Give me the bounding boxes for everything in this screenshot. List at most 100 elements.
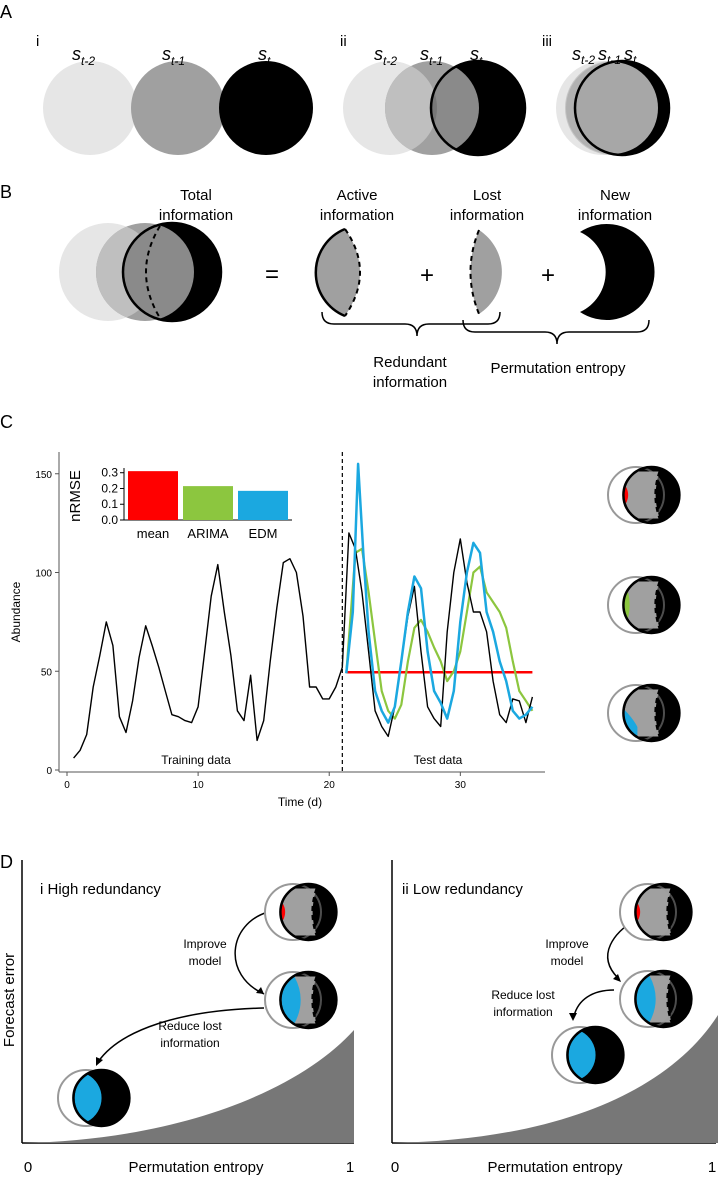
new-information-shape xyxy=(580,224,655,320)
svg-text:st: st xyxy=(624,44,637,67)
nrmse-inset-chart: 0.0 0.1 0.20.3 mean ARIMA EDM nRMSE xyxy=(67,466,292,541)
inset-y-tick-label-0.2: 0.2 xyxy=(101,481,118,495)
d-left-improve-1: Improve xyxy=(183,937,227,951)
d-left-error-area xyxy=(22,1030,354,1143)
d-right-reduce-1: Reduce lost xyxy=(491,988,555,1002)
active-info-line2: information xyxy=(320,207,394,224)
d-left-reduced-diagram xyxy=(57,1068,131,1128)
venn-ii xyxy=(343,59,527,157)
edm-model-diagram xyxy=(607,683,681,743)
y-tick-label-150: 150 xyxy=(35,470,52,481)
x-axis-title: Time (d) xyxy=(278,795,322,809)
d-right-x-title: Permutation entropy xyxy=(487,1159,623,1176)
nrmse-bar-arima xyxy=(183,486,233,520)
active-info-line1: Active xyxy=(337,187,378,204)
training-data-label: Training data xyxy=(161,753,231,767)
d-left-reduce-arrowhead xyxy=(96,1057,103,1066)
svg-text:st: st xyxy=(258,44,271,68)
redundant-line2: information xyxy=(373,374,447,391)
nrmse-bar-label-mean: mean xyxy=(137,526,170,541)
permutation-entropy-label: Permutation entropy xyxy=(490,360,626,377)
d-left-x-min: 0 xyxy=(24,1159,32,1176)
d-left-improved-diagram xyxy=(264,970,338,1030)
d-right-improve-1: Improve xyxy=(545,937,589,951)
test-data-label: Test data xyxy=(414,753,463,767)
total-info-line2: information xyxy=(159,207,233,224)
panel-a-label: A xyxy=(0,2,12,22)
svg-text:st: st xyxy=(470,44,483,68)
inset-y-tick-label-0.0: 0.0 xyxy=(101,513,118,527)
d-left-x-max: 1 xyxy=(346,1159,354,1176)
state-circle-t-minus-2 xyxy=(43,61,137,155)
panel-c-label: C xyxy=(0,412,13,432)
d-left-improve-arrowhead xyxy=(256,987,264,994)
panel-a-sub-i: i xyxy=(36,33,39,50)
venn-iii xyxy=(556,59,671,157)
new-info-line2: information xyxy=(578,207,652,224)
panel-a-sub-iii: iii xyxy=(542,33,552,50)
svg-text:st-1: st-1 xyxy=(598,44,621,67)
abundance-chart: 0 10 20 30 0 50 100 150 Training data Test data… xyxy=(9,452,545,809)
d-right-x-min: 0 xyxy=(391,1159,399,1176)
lost-information-shape xyxy=(469,229,502,315)
nrmse-bar-edm xyxy=(238,490,288,520)
d-right-title: ii Low redundancy xyxy=(402,881,523,898)
total-info-line1: Total xyxy=(180,187,212,204)
y-tick-label-50: 50 xyxy=(41,667,53,678)
d-right-error-area xyxy=(392,1015,718,1143)
total-information-venn xyxy=(59,221,223,323)
d-right-reduce-2: information xyxy=(493,1005,552,1019)
svg-text:st-2: st-2 xyxy=(572,44,595,67)
lost-info-line1: Lost xyxy=(473,187,502,204)
active-information-shape xyxy=(314,227,361,318)
d-right-reduced-diagram xyxy=(551,1025,625,1085)
plus-sign-2: + xyxy=(541,262,555,289)
d-y-title: Forecast error xyxy=(1,953,18,1047)
nrmse-bar-label-edm: EDM xyxy=(249,526,278,541)
x-tick-label-20: 20 xyxy=(324,780,336,791)
d-right-reduce-arrowhead xyxy=(569,1013,577,1021)
inset-y-tick-label-0.3: 0.3 xyxy=(101,466,118,480)
inset-y-title: nRMSE xyxy=(67,470,84,522)
d-right-improved-diagram xyxy=(619,969,693,1029)
d-right-start-diagram xyxy=(619,882,693,942)
state-label-t: st xyxy=(258,44,271,68)
state-label-ii-t-minus-2: st-2 xyxy=(374,44,397,68)
y-axis-title: Abundance xyxy=(9,581,23,642)
svg-text:st-1: st-1 xyxy=(420,44,443,68)
observed-series-line xyxy=(73,532,534,759)
y-tick-label-100: 100 xyxy=(35,569,52,580)
y-tick-label-0: 0 xyxy=(46,766,52,777)
svg-text:st-2: st-2 xyxy=(374,44,397,68)
d-right-x-max: 1 xyxy=(708,1159,716,1176)
arima-model-diagram xyxy=(607,575,681,635)
panel-a-sub-ii: ii xyxy=(340,33,347,50)
svg-text:st-1: st-1 xyxy=(162,44,185,68)
state-label-iii-t: st xyxy=(624,44,637,67)
state-circle-t xyxy=(219,61,313,155)
state-label-ii-t: st xyxy=(470,44,483,68)
plus-sign-1: + xyxy=(420,262,434,289)
panel-d-label: D xyxy=(0,852,13,872)
redundant-line1: Redundant xyxy=(373,354,447,371)
d-left-x-title: Permutation entropy xyxy=(128,1159,264,1176)
d-left-improve-2: model xyxy=(189,954,222,968)
state-label-ii-t-minus-1: st-1 xyxy=(420,44,443,68)
nrmse-bar-label-arima: ARIMA xyxy=(187,526,229,541)
d-right-improve-arrowhead xyxy=(613,974,621,982)
edm-forecast-line xyxy=(345,462,534,724)
x-tick-label-30: 30 xyxy=(455,780,467,791)
lost-info-line2: information xyxy=(450,207,524,224)
state-circle-t-minus-1 xyxy=(131,61,225,155)
state-label-t-minus-1: st-1 xyxy=(162,44,185,68)
panel-b-label: B xyxy=(0,182,12,202)
svg-text:st-2: st-2 xyxy=(72,44,95,68)
arima-forecast-line xyxy=(345,547,534,720)
state-label-iii-t-minus-2: st-2 xyxy=(572,44,595,67)
d-left-reduce-1: Reduce lost xyxy=(158,1019,222,1033)
mean-model-diagram xyxy=(607,465,681,525)
state-label-iii-t-minus-1: st-1 xyxy=(598,44,621,67)
lost-boundary-dashed xyxy=(145,225,161,319)
state-label-t-minus-2: st-2 xyxy=(72,44,95,68)
